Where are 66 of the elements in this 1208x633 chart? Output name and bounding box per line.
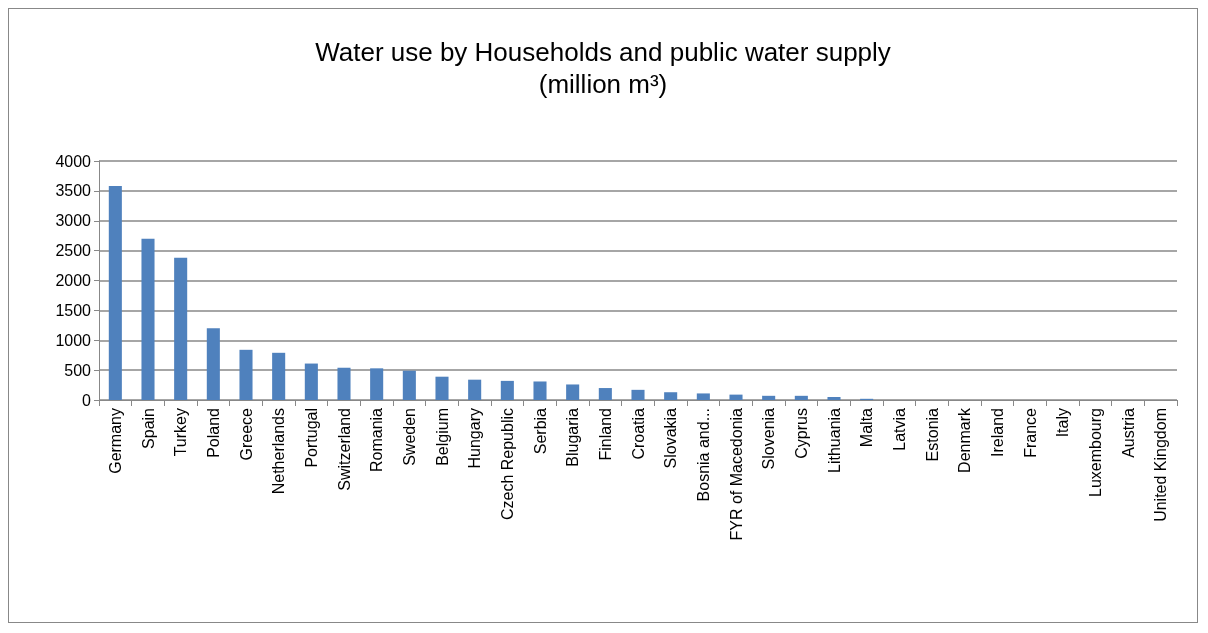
x-tick-label: Slovenia: [760, 407, 778, 470]
x-tick-label: Finland: [596, 408, 614, 461]
bar: [337, 367, 351, 400]
x-tick-label: Denmark: [956, 407, 974, 473]
x-tick-label: Switzerland: [335, 408, 353, 491]
y-tick-label: 1500: [55, 301, 92, 319]
x-tick-label: Croatia: [629, 407, 647, 460]
x-tick-label: FYR of Macedonia: [727, 407, 745, 541]
x-tick-label: Ireland: [988, 408, 1006, 457]
x-tick-label: United Kingdom: [1152, 408, 1170, 522]
bar: [435, 376, 449, 400]
bar: [239, 349, 253, 400]
x-tick-label: France: [1021, 407, 1039, 458]
x-tick-label: Turkey: [172, 408, 190, 457]
x-tick-label: Czech Republic: [498, 408, 516, 521]
x-tick-label: Romania: [368, 407, 386, 473]
bar: [304, 363, 318, 400]
bar: [468, 379, 482, 400]
x-tick-label: Germany: [106, 408, 124, 474]
bar: [794, 395, 808, 400]
x-tick-label: Austria: [1119, 407, 1137, 458]
y-tick-label: 500: [64, 361, 92, 379]
x-tick-label: Spain: [139, 408, 157, 449]
y-tick-label: 2000: [55, 272, 92, 289]
bar: [566, 384, 580, 400]
y-tick-label: 3000: [55, 212, 92, 230]
chart-title: Water use by Households and public water supply (million m³): [315, 37, 891, 99]
bar: [370, 368, 384, 400]
bar: [827, 397, 841, 400]
x-tick-label: Belgium: [433, 408, 451, 466]
x-tick-label: Portugal: [302, 408, 320, 468]
bar: [533, 381, 547, 400]
bar: [174, 257, 188, 400]
x-tick-label: Netherlands: [270, 408, 288, 495]
bar: [402, 370, 416, 400]
y-tick-label: 2500: [55, 242, 92, 260]
x-tick-label: Serbia: [531, 407, 549, 455]
x-tick-label: Luxembourg: [1086, 408, 1104, 497]
x-tick-label: Malta: [858, 407, 876, 448]
x-tick-label: Lithuania: [825, 407, 843, 473]
bar: [272, 352, 286, 400]
x-tick-label: Bosnia and...: [694, 408, 712, 502]
x-tick-label: Hungary: [466, 408, 484, 469]
y-tick-label: 3500: [55, 182, 92, 200]
y-tick-label: 0: [82, 391, 92, 409]
y-tick-label: 4000: [55, 152, 92, 170]
bar: [598, 388, 612, 400]
bar: [696, 393, 710, 400]
bar: [500, 380, 514, 400]
bar: [762, 395, 776, 400]
x-tick-label: Latvia: [890, 407, 908, 451]
x-tick-label: Sweden: [400, 408, 418, 466]
x-tick-label: Estonia: [923, 407, 941, 462]
x-tick-label: Greece: [237, 407, 255, 461]
bar: [141, 238, 155, 400]
bar: [108, 186, 122, 400]
x-tick-label: Blugaria: [564, 407, 582, 467]
bar: [206, 328, 220, 400]
x-tick-label: Cyprus: [792, 408, 810, 459]
x-tick-label: Slovakia: [662, 407, 680, 469]
x-tick-label: Italy: [1054, 408, 1072, 438]
bar: [664, 392, 678, 400]
bar: [729, 394, 743, 400]
bar: [631, 389, 645, 400]
x-tick-label: Poland: [204, 408, 222, 458]
y-tick-label: 1000: [55, 331, 92, 349]
